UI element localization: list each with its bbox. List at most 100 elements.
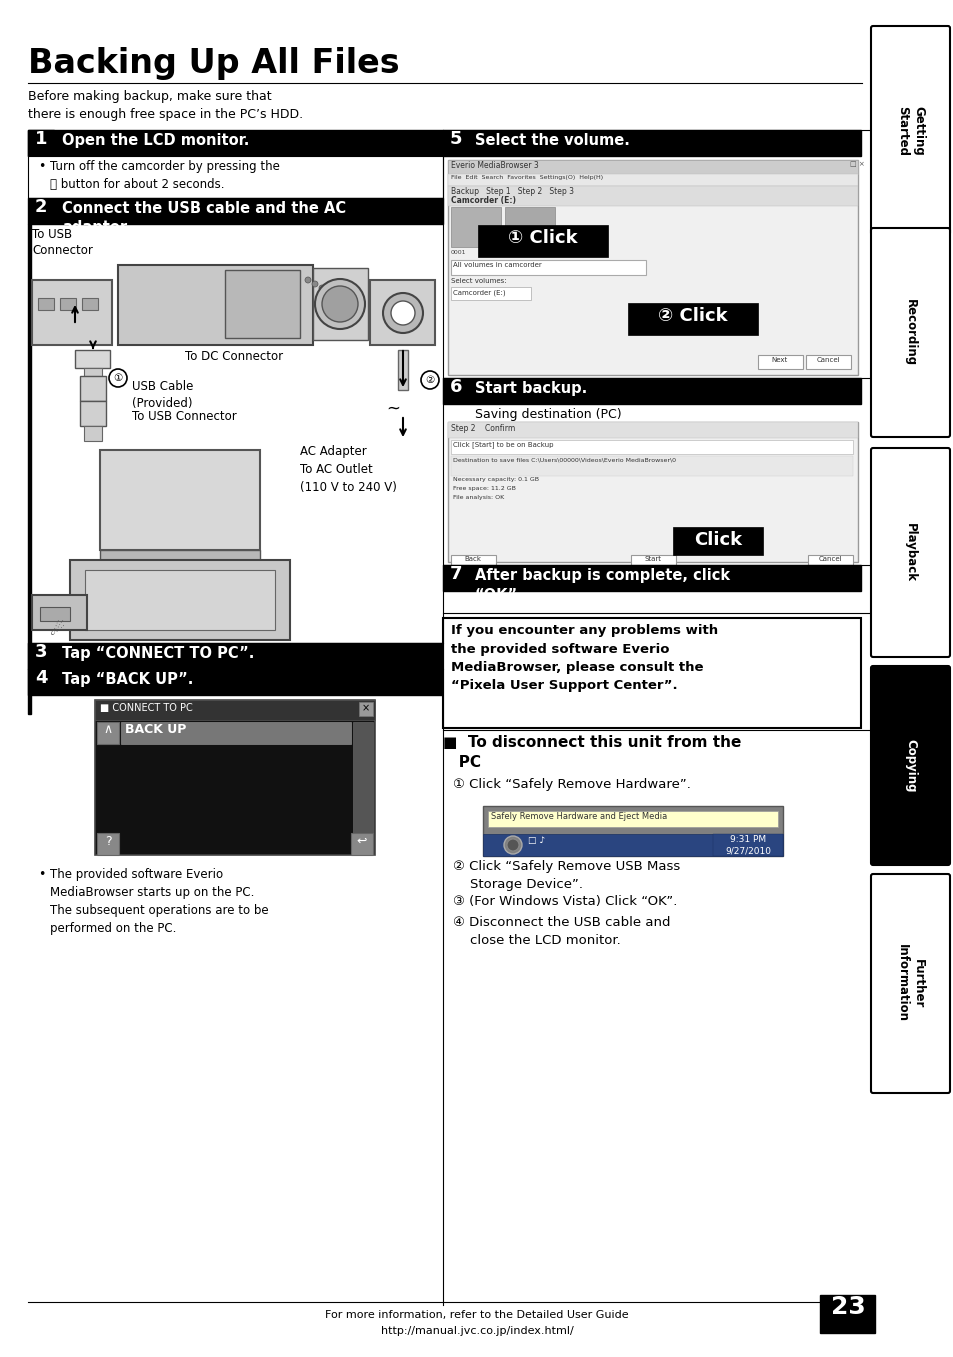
Text: Destination to save files C:\Users\00000\Videos\Everio MediaBrowser\0: Destination to save files C:\Users\00000… bbox=[453, 457, 676, 461]
Bar bbox=[28, 643, 442, 669]
Bar bbox=[451, 555, 496, 569]
Bar bbox=[442, 130, 861, 156]
Bar bbox=[80, 376, 106, 402]
Bar bbox=[482, 806, 782, 856]
Bar bbox=[448, 186, 857, 206]
Bar bbox=[672, 527, 762, 555]
Bar bbox=[451, 286, 531, 300]
Text: ④ Disconnect the USB cable and
    close the LCD monitor.: ④ Disconnect the USB cable and close the… bbox=[453, 916, 670, 947]
Text: Free space: 11.2 GB: Free space: 11.2 GB bbox=[453, 486, 516, 491]
Bar bbox=[75, 350, 110, 368]
Text: ③ (For Windows Vista) Click “OK”.: ③ (For Windows Vista) Click “OK”. bbox=[453, 896, 677, 908]
Bar bbox=[451, 456, 852, 476]
Text: To DC Connector: To DC Connector bbox=[185, 350, 283, 364]
Text: 7: 7 bbox=[449, 565, 462, 584]
Text: Back: Back bbox=[464, 556, 481, 562]
Bar bbox=[448, 174, 857, 186]
Bar bbox=[97, 722, 119, 744]
Bar bbox=[477, 225, 607, 256]
Text: Start: Start bbox=[644, 556, 660, 562]
Text: 23: 23 bbox=[830, 1295, 864, 1319]
Text: Saving destination (PC): Saving destination (PC) bbox=[475, 408, 621, 421]
Text: Cancel: Cancel bbox=[816, 357, 839, 364]
Bar bbox=[121, 722, 351, 744]
Bar bbox=[807, 555, 852, 569]
Text: ② Click: ② Click bbox=[658, 307, 727, 324]
Text: Connect the USB cable and the AC
adapter.: Connect the USB cable and the AC adapter… bbox=[62, 201, 346, 235]
Bar bbox=[100, 451, 260, 550]
Text: ② Click “Safely Remove USB Mass
    Storage Device”.: ② Click “Safely Remove USB Mass Storage … bbox=[453, 860, 679, 892]
Bar bbox=[451, 208, 500, 247]
Text: □ ♪: □ ♪ bbox=[527, 836, 544, 845]
Circle shape bbox=[305, 277, 311, 284]
Text: Turn off the camcorder by pressing the
⭘ button for about 2 seconds.: Turn off the camcorder by pressing the ⭘… bbox=[50, 160, 279, 190]
Bar bbox=[32, 280, 112, 345]
Bar bbox=[448, 160, 857, 174]
Bar bbox=[370, 280, 435, 345]
Bar bbox=[84, 368, 102, 376]
Text: Everio MediaBrowser 3: Everio MediaBrowser 3 bbox=[451, 161, 538, 170]
Text: Next: Next bbox=[771, 357, 787, 364]
Text: Start backup.: Start backup. bbox=[475, 381, 587, 396]
Text: Further
Information: Further Information bbox=[895, 944, 924, 1023]
Bar bbox=[448, 422, 857, 438]
Text: Open the LCD monitor.: Open the LCD monitor. bbox=[62, 133, 249, 148]
Bar bbox=[397, 350, 408, 389]
Bar bbox=[820, 1295, 874, 1333]
FancyBboxPatch shape bbox=[870, 228, 949, 437]
Bar bbox=[351, 833, 373, 855]
Bar bbox=[28, 669, 442, 695]
Text: ∧: ∧ bbox=[103, 723, 112, 735]
Text: ②: ② bbox=[425, 375, 435, 385]
Bar bbox=[225, 270, 299, 338]
Text: 2: 2 bbox=[34, 198, 48, 216]
Text: AC Adapter
To AC Outlet
(110 V to 240 V): AC Adapter To AC Outlet (110 V to 240 V) bbox=[299, 445, 396, 494]
Text: PC: PC bbox=[442, 754, 480, 769]
Bar bbox=[482, 835, 782, 856]
Text: For more information, refer to the Detailed User Guide: For more information, refer to the Detai… bbox=[325, 1310, 628, 1320]
Text: ■  To disconnect this unit from the: ■ To disconnect this unit from the bbox=[442, 735, 740, 750]
Bar bbox=[100, 550, 260, 560]
Text: USB Cable
(Provided): USB Cable (Provided) bbox=[132, 380, 193, 410]
Bar bbox=[451, 440, 852, 455]
Circle shape bbox=[382, 293, 422, 332]
Bar bbox=[442, 565, 861, 592]
Bar bbox=[758, 356, 802, 369]
Text: 1: 1 bbox=[34, 130, 48, 148]
Text: Copying: Copying bbox=[903, 738, 916, 792]
Text: The provided software Everio
MediaBrowser starts up on the PC.
The subsequent op: The provided software Everio MediaBrowse… bbox=[50, 868, 269, 935]
Bar bbox=[504, 208, 555, 247]
Text: Cancel: Cancel bbox=[818, 556, 841, 562]
Text: 0025: 0025 bbox=[504, 250, 520, 255]
Text: BACK UP: BACK UP bbox=[125, 723, 186, 735]
Text: Backup   Step 1   Step 2   Step 3: Backup Step 1 Step 2 Step 3 bbox=[451, 187, 574, 195]
Bar bbox=[448, 422, 857, 562]
Text: ① Click: ① Click bbox=[508, 229, 578, 247]
Text: Step 2    Confirm: Step 2 Confirm bbox=[451, 423, 515, 433]
FancyBboxPatch shape bbox=[870, 26, 949, 235]
Text: Playback: Playback bbox=[903, 522, 916, 582]
Text: 0001: 0001 bbox=[451, 250, 466, 255]
Circle shape bbox=[312, 281, 317, 286]
Text: ①: ① bbox=[113, 373, 123, 383]
Text: 9:31 PM
9/27/2010: 9:31 PM 9/27/2010 bbox=[724, 835, 770, 855]
Bar bbox=[70, 560, 290, 641]
Text: ■ CONNECT TO PC: ■ CONNECT TO PC bbox=[100, 703, 193, 712]
Text: To USB
Connector: To USB Connector bbox=[32, 228, 92, 258]
Circle shape bbox=[391, 301, 415, 324]
Circle shape bbox=[322, 286, 357, 322]
Bar bbox=[442, 379, 861, 404]
Text: ↩: ↩ bbox=[356, 835, 367, 848]
Circle shape bbox=[420, 370, 438, 389]
Bar bbox=[353, 722, 373, 833]
Text: Getting
Started: Getting Started bbox=[895, 106, 924, 156]
Bar bbox=[60, 299, 76, 309]
FancyBboxPatch shape bbox=[870, 448, 949, 657]
Text: •: • bbox=[38, 160, 46, 172]
Text: http://manual.jvc.co.jp/index.html/: http://manual.jvc.co.jp/index.html/ bbox=[380, 1326, 573, 1337]
Bar bbox=[28, 130, 54, 156]
Text: File analysis: OK: File analysis: OK bbox=[453, 495, 504, 499]
Circle shape bbox=[506, 839, 518, 851]
Bar bbox=[442, 617, 861, 727]
Bar bbox=[630, 555, 676, 569]
